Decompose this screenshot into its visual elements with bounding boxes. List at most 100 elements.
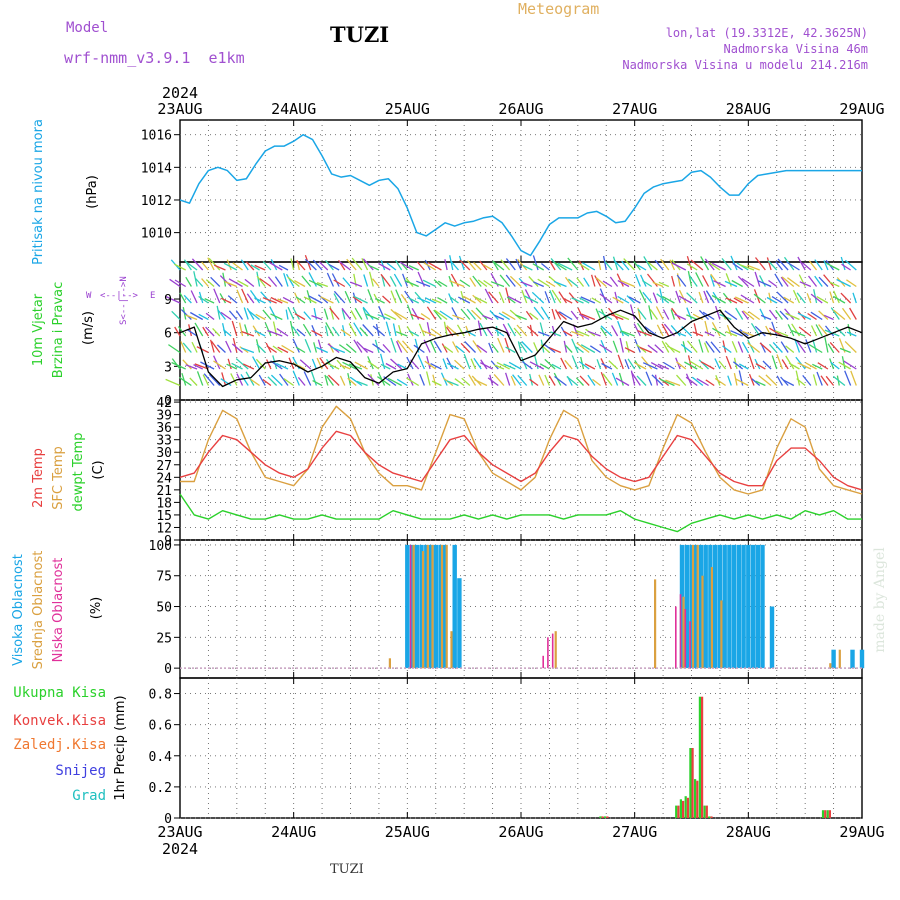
wind-arrow bbox=[482, 314, 493, 321]
wind-arrow bbox=[630, 371, 641, 386]
wind-arrow bbox=[452, 314, 465, 321]
wind-arrow bbox=[333, 290, 346, 304]
wind-arrow bbox=[618, 372, 624, 386]
wind-arrow bbox=[304, 339, 312, 353]
wind-arrow bbox=[816, 371, 823, 386]
wind-arrow bbox=[243, 307, 249, 320]
wind-arrow bbox=[260, 291, 272, 304]
wind-arrow bbox=[342, 361, 357, 370]
wind-arrow bbox=[353, 295, 368, 304]
wind-arrow bbox=[368, 271, 374, 287]
cloud-bar-low bbox=[689, 621, 691, 669]
wind-arrow bbox=[685, 376, 698, 387]
wind-arrow bbox=[741, 330, 755, 337]
wind-arrow bbox=[390, 308, 403, 320]
side-unit-cloud: (%) bbox=[89, 597, 104, 620]
wind-arrow bbox=[414, 291, 425, 304]
ytick-label-pressure: 1010 bbox=[141, 227, 172, 242]
wind-arrow bbox=[692, 331, 704, 337]
wind-arrow bbox=[227, 358, 232, 370]
wind-arrow bbox=[537, 331, 550, 337]
wind-arrow bbox=[267, 376, 278, 386]
wind-arrow bbox=[312, 380, 323, 387]
wind-arrow bbox=[844, 259, 857, 271]
wind-arrow bbox=[402, 340, 414, 353]
wind-arrow bbox=[686, 340, 698, 353]
cloud-bar-mid bbox=[696, 544, 699, 669]
wind-arrow bbox=[181, 373, 187, 386]
wind-arrow bbox=[519, 342, 528, 353]
wind-arrow bbox=[714, 358, 721, 370]
wind-arrow bbox=[786, 261, 800, 271]
wind-arrow bbox=[350, 310, 357, 320]
ytick-label-temp: 15 bbox=[156, 509, 172, 524]
wind-arrow bbox=[333, 293, 340, 304]
wind-arrow bbox=[262, 309, 272, 320]
wind-arrow bbox=[590, 274, 596, 287]
wind-arrow bbox=[538, 374, 545, 386]
wind-arrow bbox=[325, 362, 340, 370]
wind-arrow bbox=[714, 377, 726, 387]
wind-arrow bbox=[165, 296, 181, 304]
wind-arrow bbox=[216, 305, 221, 320]
ytick-label-temp: 36 bbox=[156, 421, 172, 436]
wind-arrow bbox=[426, 306, 437, 320]
wind-arrow bbox=[796, 292, 806, 304]
wind-arrow bbox=[617, 320, 624, 337]
wind-arrow bbox=[395, 259, 403, 271]
wind-arrow bbox=[517, 258, 528, 271]
wind-arrow bbox=[684, 361, 698, 370]
wind-arrow bbox=[568, 292, 579, 304]
cloud-bar-high bbox=[443, 544, 448, 669]
side-unit-precip: 1hr Precip (mm) bbox=[113, 695, 128, 800]
ytick-label-precip: 0.8 bbox=[149, 688, 172, 703]
wind-arrow bbox=[755, 380, 766, 387]
wind-arrow bbox=[754, 325, 766, 337]
wind-arrow bbox=[798, 326, 812, 337]
wind-arrow bbox=[231, 343, 243, 353]
wind-arrow bbox=[637, 264, 647, 271]
precip-bar-total bbox=[604, 816, 607, 818]
wind-arrow bbox=[624, 359, 630, 370]
wind-arrow bbox=[317, 339, 323, 353]
wind-arrow bbox=[303, 311, 312, 320]
wind-arrow bbox=[817, 362, 829, 370]
wind-arrow bbox=[168, 344, 181, 354]
wind-arrow bbox=[571, 338, 579, 353]
wind-arrow bbox=[575, 377, 584, 386]
wind-arrow bbox=[779, 310, 789, 320]
wind-arrow bbox=[850, 370, 857, 386]
wind-arrow bbox=[769, 343, 778, 353]
wind-arrow bbox=[356, 380, 368, 387]
wind-arrow bbox=[441, 343, 448, 353]
wind-arrow bbox=[596, 359, 602, 370]
wind-arrow bbox=[736, 262, 749, 271]
wind-arrow bbox=[775, 330, 789, 337]
wind-arrow bbox=[827, 343, 835, 353]
wind-arrow bbox=[480, 362, 493, 370]
wind-arrow bbox=[294, 313, 306, 321]
cloud-bar-low bbox=[684, 609, 687, 669]
wind-arrow bbox=[509, 309, 522, 320]
wind-arrow bbox=[725, 330, 738, 337]
wind-arrow bbox=[282, 296, 294, 304]
precip-bar-total bbox=[675, 805, 678, 818]
wind-arrow bbox=[208, 257, 221, 271]
wind-arrow bbox=[780, 341, 789, 353]
precip-bar-total bbox=[698, 696, 701, 818]
wind-arrow bbox=[529, 361, 545, 370]
wind-arrow bbox=[639, 346, 652, 354]
wind-arrow bbox=[191, 258, 204, 271]
wind-arrow bbox=[551, 308, 556, 320]
precip-bar-total bbox=[679, 799, 682, 818]
wind-arrow bbox=[497, 337, 505, 353]
wind-arrow bbox=[515, 258, 522, 271]
series-sfc-temp-line bbox=[180, 405, 863, 495]
wind-arrow bbox=[840, 256, 846, 271]
wind-arrow bbox=[227, 295, 238, 304]
wind-arrow bbox=[392, 323, 397, 337]
wind-arrow bbox=[408, 330, 420, 337]
wind-arrow bbox=[734, 296, 749, 304]
wind-arrow bbox=[325, 322, 335, 337]
wind-arrow bbox=[193, 364, 204, 370]
